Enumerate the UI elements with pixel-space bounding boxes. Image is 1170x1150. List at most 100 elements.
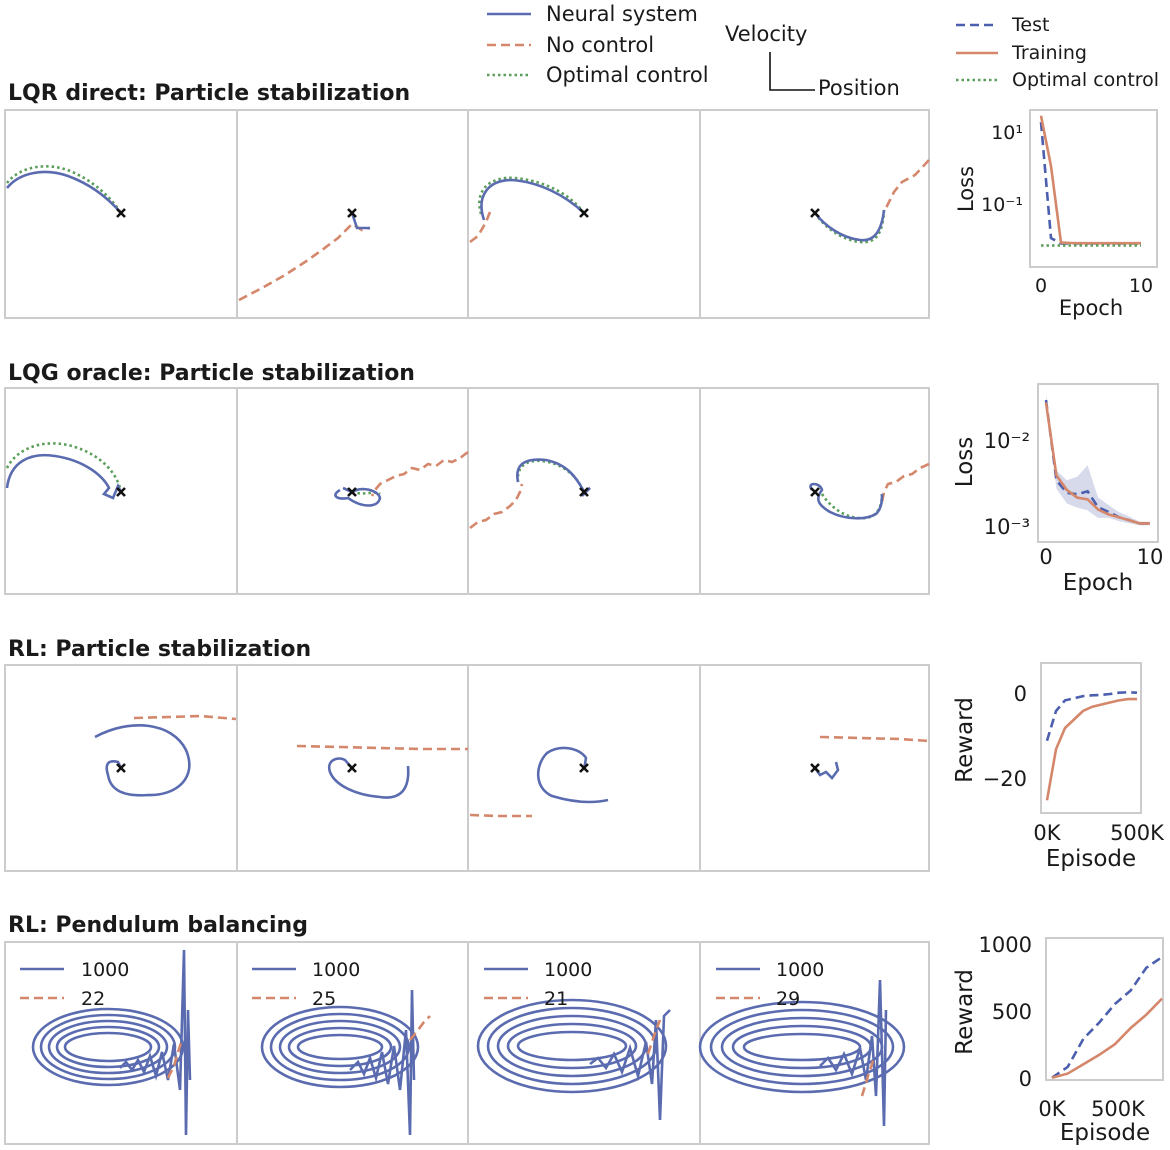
row-title-rlp: RL: Particle stabilization — [8, 637, 311, 662]
pend-p1: 1000 22 — [20, 949, 192, 1136]
rlp-p3-neural-trajectory — [536, 746, 609, 804]
pend-p4-nocontrol-trajectory — [860, 1057, 876, 1097]
legend-loss: Test Training Optimal control — [956, 14, 1159, 91]
pend-p1-orbit-1 — [31, 1007, 185, 1087]
loss-lqr-ytick-1: 10¹ — [991, 122, 1023, 144]
pend-p3-orbit-5 — [516, 1030, 628, 1062]
pend-p3-nocontrol-trajectory — [646, 1019, 662, 1055]
pend-p1-orbit-5 — [63, 1031, 153, 1063]
rlp-p4-target-marker — [810, 763, 820, 773]
loss-lqg-ytick-1: 10⁻² — [984, 429, 1030, 453]
reward-pend-training-line — [1051, 997, 1163, 1079]
reward-pend-ytick-3: 0 — [1019, 1067, 1032, 1091]
reward-rlp-series — [1045, 690, 1138, 801]
pend-p2: 1000 25 — [252, 959, 431, 1136]
pend-p4-orbit-5 — [742, 1032, 862, 1062]
rlp-p2-target-marker — [347, 763, 357, 773]
loss-lqr-series — [1039, 115, 1141, 247]
rlp-p2-neural-trajectory — [327, 757, 410, 799]
reward-rlp-frame — [1040, 662, 1142, 814]
lqr-p1-neural-trajectory — [5, 170, 122, 214]
row-rlp-panels — [4, 664, 930, 872]
lqr-p2-target-marker — [347, 208, 357, 218]
row-lqg-panels — [4, 387, 930, 595]
row-title-pend: RL: Pendulum balancing — [8, 913, 308, 938]
pend-p4: 1000 29 — [698, 959, 906, 1127]
reward-rlp-xlabel: Episode — [1046, 846, 1136, 872]
loss-lqr-frame — [1029, 109, 1158, 268]
rlp-p2-nocontrol-trajectory — [296, 744, 468, 751]
loss-lqg-frame — [1037, 383, 1159, 543]
rlp-p4-nocontrol-trajectory — [819, 735, 930, 743]
schematic-axes-corner — [769, 52, 815, 91]
lqg-p3-target-marker — [579, 487, 589, 497]
loss-chart-lqg: 10⁻² 10⁻³ 0 10 Epoch Loss — [952, 383, 1163, 596]
lqr-p4-target-marker — [810, 208, 820, 218]
lqg-p3-nocontrol-trajectory — [469, 483, 524, 530]
rlp-p1-target-marker — [116, 763, 126, 773]
reward-pend-ytick-2: 500 — [992, 1000, 1032, 1024]
pend-p1-orbit-3 — [47, 1019, 169, 1075]
reward-chart-rlp: 0 −20 0K 500K Episode Reward — [952, 662, 1165, 872]
legend-label-nocontrol: No control — [546, 33, 654, 57]
lqr-p3-neural-trajectory — [480, 178, 585, 221]
lqr-p4-neural-trajectory — [813, 209, 886, 242]
reward-rlp-xtick-2: 500K — [1110, 821, 1165, 845]
legend-label-optimal-loss: Optimal control — [1012, 69, 1159, 91]
pend-p4-legend-nocontrol: 29 — [776, 988, 800, 1010]
pend-p2-balancing-oscillation — [349, 989, 416, 1136]
row-title-lqg: LQG oracle: Particle stabilization — [8, 361, 415, 386]
lqr-p1-optimal-trajectory — [5, 165, 123, 214]
loss-chart-lqr: 10¹ 10⁻¹ 0 10 Epoch Loss — [954, 109, 1158, 320]
loss-lqg-series — [1044, 399, 1150, 525]
lqg-p1-neural-trajectory — [5, 453, 123, 500]
reward-pend-frame — [1045, 937, 1164, 1081]
loss-lqr-test-line — [1039, 122, 1141, 245]
loss-lqr-xtick-2: 10 — [1129, 275, 1153, 297]
reward-pend-test-line — [1051, 956, 1163, 1079]
loss-lqr-training-line — [1039, 115, 1141, 245]
row-pend-panels: 1000 22 1000 25 10 — [4, 941, 930, 1145]
lqg-p1-optimal-trajectory — [5, 442, 123, 493]
loss-lqg-xtick-1: 0 — [1039, 545, 1052, 569]
legend-label-optimal: Optimal control — [546, 63, 709, 87]
pend-p3-orbit-4 — [506, 1022, 638, 1070]
legend-label-training: Training — [1011, 42, 1087, 64]
lqg-p1-target-marker — [116, 487, 126, 497]
lqr-p2-neural-trajectory — [350, 212, 370, 230]
rlp-p1-neural-trajectory — [94, 724, 191, 797]
row-title-lqr: LQR direct: Particle stabilization — [8, 81, 410, 106]
pend-p3-orbit-2 — [486, 1006, 658, 1086]
loss-lqr-ylabel: Loss — [954, 166, 978, 212]
pend-p4-orbit-4 — [731, 1024, 873, 1070]
pend-p4-balancing-oscillation — [819, 979, 888, 1127]
lqg-p4-neural-trajectory — [809, 482, 884, 520]
lqg-p2-nocontrol-trajectory — [370, 450, 469, 497]
pend-p2-legend-neural: 1000 — [312, 959, 360, 981]
lqr-p2-nocontrol-trajectory — [238, 222, 371, 302]
reward-pend-ytick-1: 1000 — [979, 933, 1032, 957]
pend-p3-legend-neural: 1000 — [544, 959, 592, 981]
lqr-p3-optimal-trajectory — [478, 176, 586, 215]
rlp-p3-nocontrol-trajectory — [469, 813, 532, 818]
pend-p1-nocontrol-trajectory — [166, 1039, 184, 1079]
reward-pend-ylabel: Reward — [952, 969, 978, 1055]
reward-rlp-xtick-1: 0K — [1033, 821, 1061, 845]
reward-pend-xlabel: Episode — [1060, 1120, 1150, 1146]
schematic-velocity-label: Velocity — [725, 22, 807, 46]
pend-p1-balancing-oscillation — [119, 949, 192, 1136]
loss-lqg-variance-band — [1046, 394, 1150, 526]
pend-p3-orbit-1 — [476, 998, 668, 1094]
loss-lqr-ytick-2: 10⁻¹ — [981, 194, 1023, 216]
pend-p1-legend-neural: 1000 — [81, 959, 129, 981]
rlp-p3-target-marker — [579, 763, 589, 773]
pend-p3-legend-nocontrol: 21 — [544, 988, 568, 1010]
reward-pend-xtick-2: 500K — [1091, 1097, 1146, 1121]
loss-lqg-xlabel: Epoch — [1063, 570, 1133, 596]
axes-schematic: Velocity Position — [725, 22, 900, 100]
pend-p2-orbit-1 — [260, 1005, 420, 1089]
pend-p3-balancing-oscillation — [589, 1009, 671, 1121]
pend-p4-orbit-2 — [709, 1008, 895, 1086]
legend-label-test: Test — [1011, 14, 1049, 36]
